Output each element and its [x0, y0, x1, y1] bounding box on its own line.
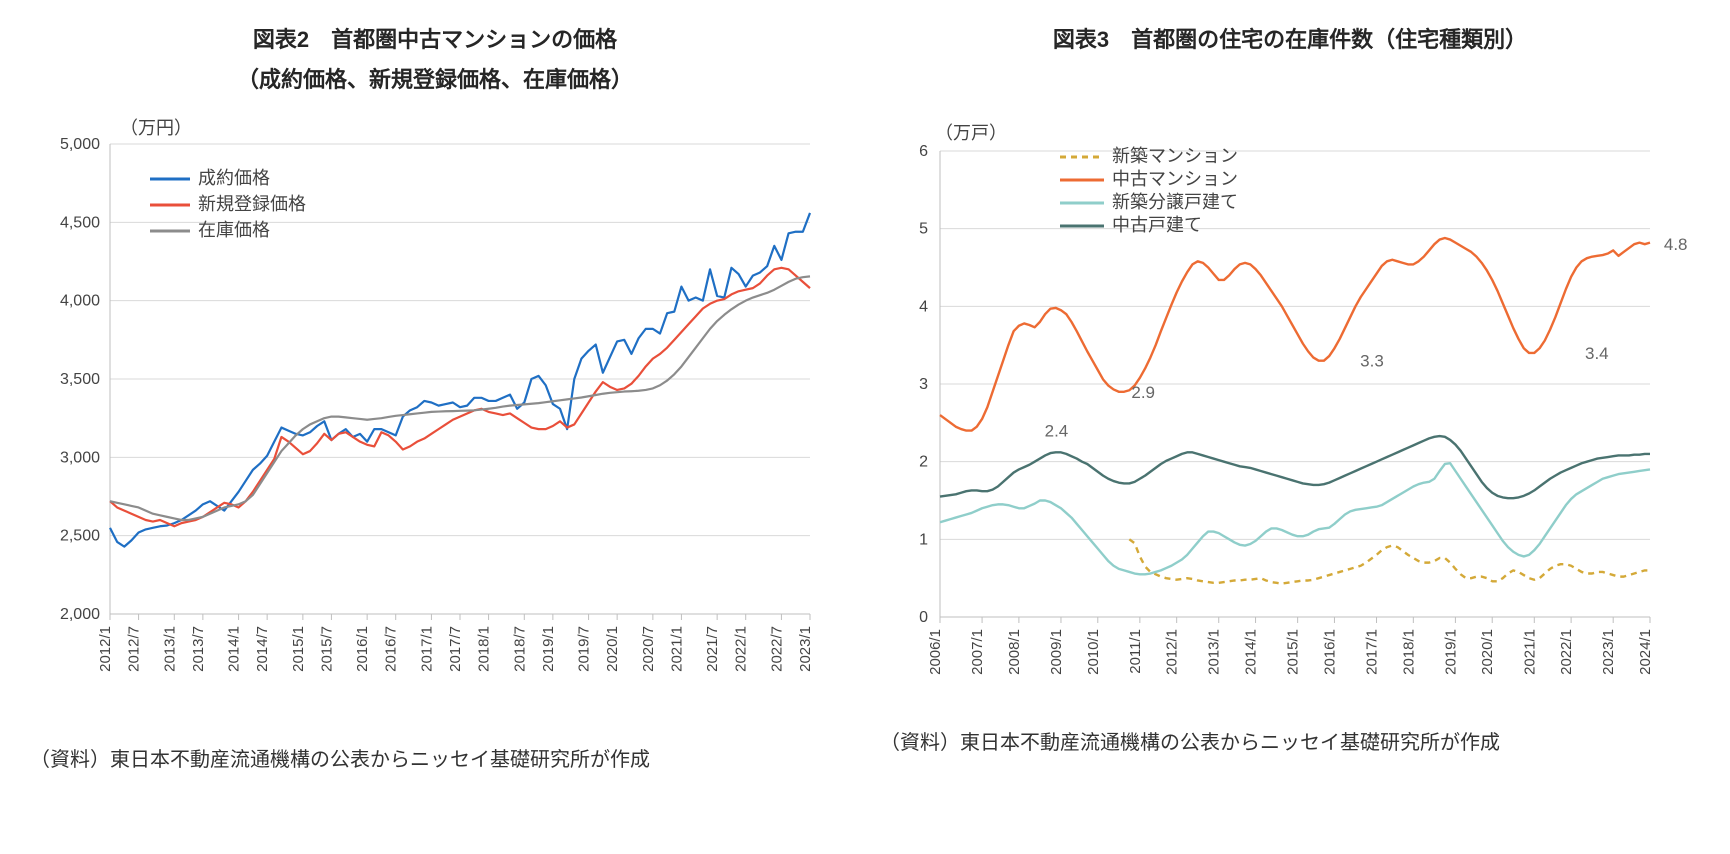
chart3-svg: （万戸） 0 1 2 3 4 5 6 2006/1 2007/1 2008/1 2009/1 2010/…	[880, 116, 1700, 712]
svg-text:2020/7: 2020/7	[640, 626, 657, 672]
svg-text:2010/1: 2010/1	[1085, 629, 1102, 675]
svg-text:2019/7: 2019/7	[576, 626, 593, 672]
svg-text:2013/1: 2013/1	[161, 626, 178, 672]
svg-text:2018/7: 2018/7	[511, 626, 528, 672]
svg-text:1: 1	[919, 531, 928, 548]
svg-text:2014/7: 2014/7	[254, 626, 271, 672]
svg-text:2021/1: 2021/1	[668, 626, 685, 672]
svg-text:2011/1: 2011/1	[1127, 629, 1144, 674]
svg-text:2020/1: 2020/1	[604, 626, 621, 672]
svg-text:中古マンション: 中古マンション	[1112, 169, 1238, 189]
svg-text:2015/1: 2015/1	[1285, 629, 1302, 675]
svg-text:2009/1: 2009/1	[1048, 629, 1065, 675]
svg-text:2015/7: 2015/7	[318, 626, 335, 672]
svg-text:2022/1: 2022/1	[733, 626, 750, 672]
svg-text:新築分譲戸建て: 新築分譲戸建て	[1112, 192, 1238, 212]
svg-text:2.4: 2.4	[1045, 421, 1069, 440]
svg-text:2018/1: 2018/1	[476, 626, 493, 672]
svg-text:成約価格: 成約価格	[198, 168, 270, 188]
chart2-title-line2: （成約価格、新規登録価格、在庫価格）	[237, 67, 633, 92]
left-panel: 図表2 首都圏中古マンションの価格 （成約価格、新規登録価格、在庫価格） （万円…	[30, 20, 840, 772]
svg-text:3,500: 3,500	[60, 371, 100, 388]
chart3-source: （資料）東日本不動産流通機構の公表からニッセイ基礎研究所が作成	[880, 726, 1700, 755]
svg-text:2024/1: 2024/1	[1637, 629, 1654, 675]
svg-text:2008/1: 2008/1	[1006, 629, 1023, 675]
svg-text:4.8: 4.8	[1664, 235, 1688, 254]
svg-text:2015/1: 2015/1	[290, 626, 307, 672]
svg-text:中古戸建て: 中古戸建て	[1112, 215, 1202, 235]
svg-text:2020/1: 2020/1	[1479, 629, 1496, 675]
svg-text:5,000: 5,000	[60, 136, 100, 153]
svg-text:2013/1: 2013/1	[1206, 629, 1223, 675]
svg-text:（万戸）: （万戸）	[935, 123, 1007, 143]
svg-text:2014/1: 2014/1	[1243, 629, 1260, 675]
svg-text:2017/1: 2017/1	[1364, 629, 1381, 675]
svg-text:3,000: 3,000	[60, 450, 100, 467]
svg-text:2021/1: 2021/1	[1521, 629, 1538, 675]
chart2-title: 図表2 首都圏中古マンションの価格 （成約価格、新規登録価格、在庫価格）	[30, 20, 840, 99]
chart-container: 図表2 首都圏中古マンションの価格 （成約価格、新規登録価格、在庫価格） （万円…	[30, 20, 1700, 772]
svg-text:2016/7: 2016/7	[383, 626, 400, 672]
svg-text:（万円）: （万円）	[120, 118, 192, 138]
chart2-source: （資料）東日本不動産流通機構の公表からニッセイ基礎研究所が作成	[30, 743, 840, 772]
svg-text:新築マンション: 新築マンション	[1112, 146, 1238, 166]
svg-text:2: 2	[919, 453, 928, 470]
svg-text:2016/1: 2016/1	[1321, 629, 1338, 675]
svg-text:2022/7: 2022/7	[768, 626, 785, 672]
svg-text:2006/1: 2006/1	[927, 629, 944, 675]
chart3-title: 図表3 首都圏の住宅の在庫件数（住宅種類別）	[880, 20, 1700, 60]
svg-text:新規登録価格: 新規登録価格	[198, 194, 306, 214]
svg-text:2022/1: 2022/1	[1558, 629, 1575, 675]
svg-text:2019/1: 2019/1	[540, 626, 557, 672]
svg-text:5: 5	[919, 220, 928, 237]
svg-text:2023/1: 2023/1	[1600, 629, 1617, 675]
svg-text:0: 0	[919, 609, 928, 626]
chart2-svg: （万円） 2,000 2,500 3,000 3,500 4,000 4,500 5,000 2…	[30, 109, 830, 729]
svg-text:2017/1: 2017/1	[418, 626, 435, 672]
svg-text:2017/7: 2017/7	[447, 626, 464, 672]
svg-text:2012/1: 2012/1	[97, 626, 114, 672]
svg-text:2014/1: 2014/1	[226, 626, 243, 672]
svg-text:2.9: 2.9	[1131, 382, 1155, 401]
svg-text:6: 6	[919, 143, 928, 160]
svg-text:2016/1: 2016/1	[354, 626, 371, 672]
svg-text:2,500: 2,500	[60, 528, 100, 545]
svg-text:2012/1: 2012/1	[1164, 629, 1181, 675]
svg-text:2013/7: 2013/7	[190, 626, 207, 672]
svg-text:2023/1: 2023/1	[797, 626, 814, 672]
svg-text:4,500: 4,500	[60, 215, 100, 232]
svg-text:4,000: 4,000	[60, 293, 100, 310]
chart2-wrap: （万円） 2,000 2,500 3,000 3,500 4,000 4,500 5,000 2…	[30, 109, 840, 729]
svg-text:2,000: 2,000	[60, 606, 100, 623]
chart2-title-line1: 図表2 首都圏中古マンションの価格	[253, 27, 617, 52]
chart3-title-line1: 図表3 首都圏の住宅の在庫件数（住宅種類別）	[1053, 27, 1527, 52]
svg-text:3.3: 3.3	[1360, 351, 1384, 370]
svg-text:3.4: 3.4	[1585, 344, 1609, 363]
svg-text:3: 3	[919, 376, 928, 393]
svg-text:4: 4	[919, 298, 928, 315]
right-panel: 図表3 首都圏の住宅の在庫件数（住宅種類別） （万戸） 0 1 2 3 4 5 6 2006/1…	[880, 20, 1700, 772]
svg-text:2007/1: 2007/1	[969, 629, 986, 675]
svg-text:2019/1: 2019/1	[1442, 629, 1459, 675]
svg-text:2012/7: 2012/7	[126, 626, 143, 672]
svg-text:在庫価格: 在庫価格	[198, 220, 270, 240]
svg-text:2018/1: 2018/1	[1400, 629, 1417, 675]
svg-text:2021/7: 2021/7	[704, 626, 721, 672]
chart3-wrap: （万戸） 0 1 2 3 4 5 6 2006/1 2007/1 2008/1 2009/1 2010/…	[880, 116, 1700, 712]
